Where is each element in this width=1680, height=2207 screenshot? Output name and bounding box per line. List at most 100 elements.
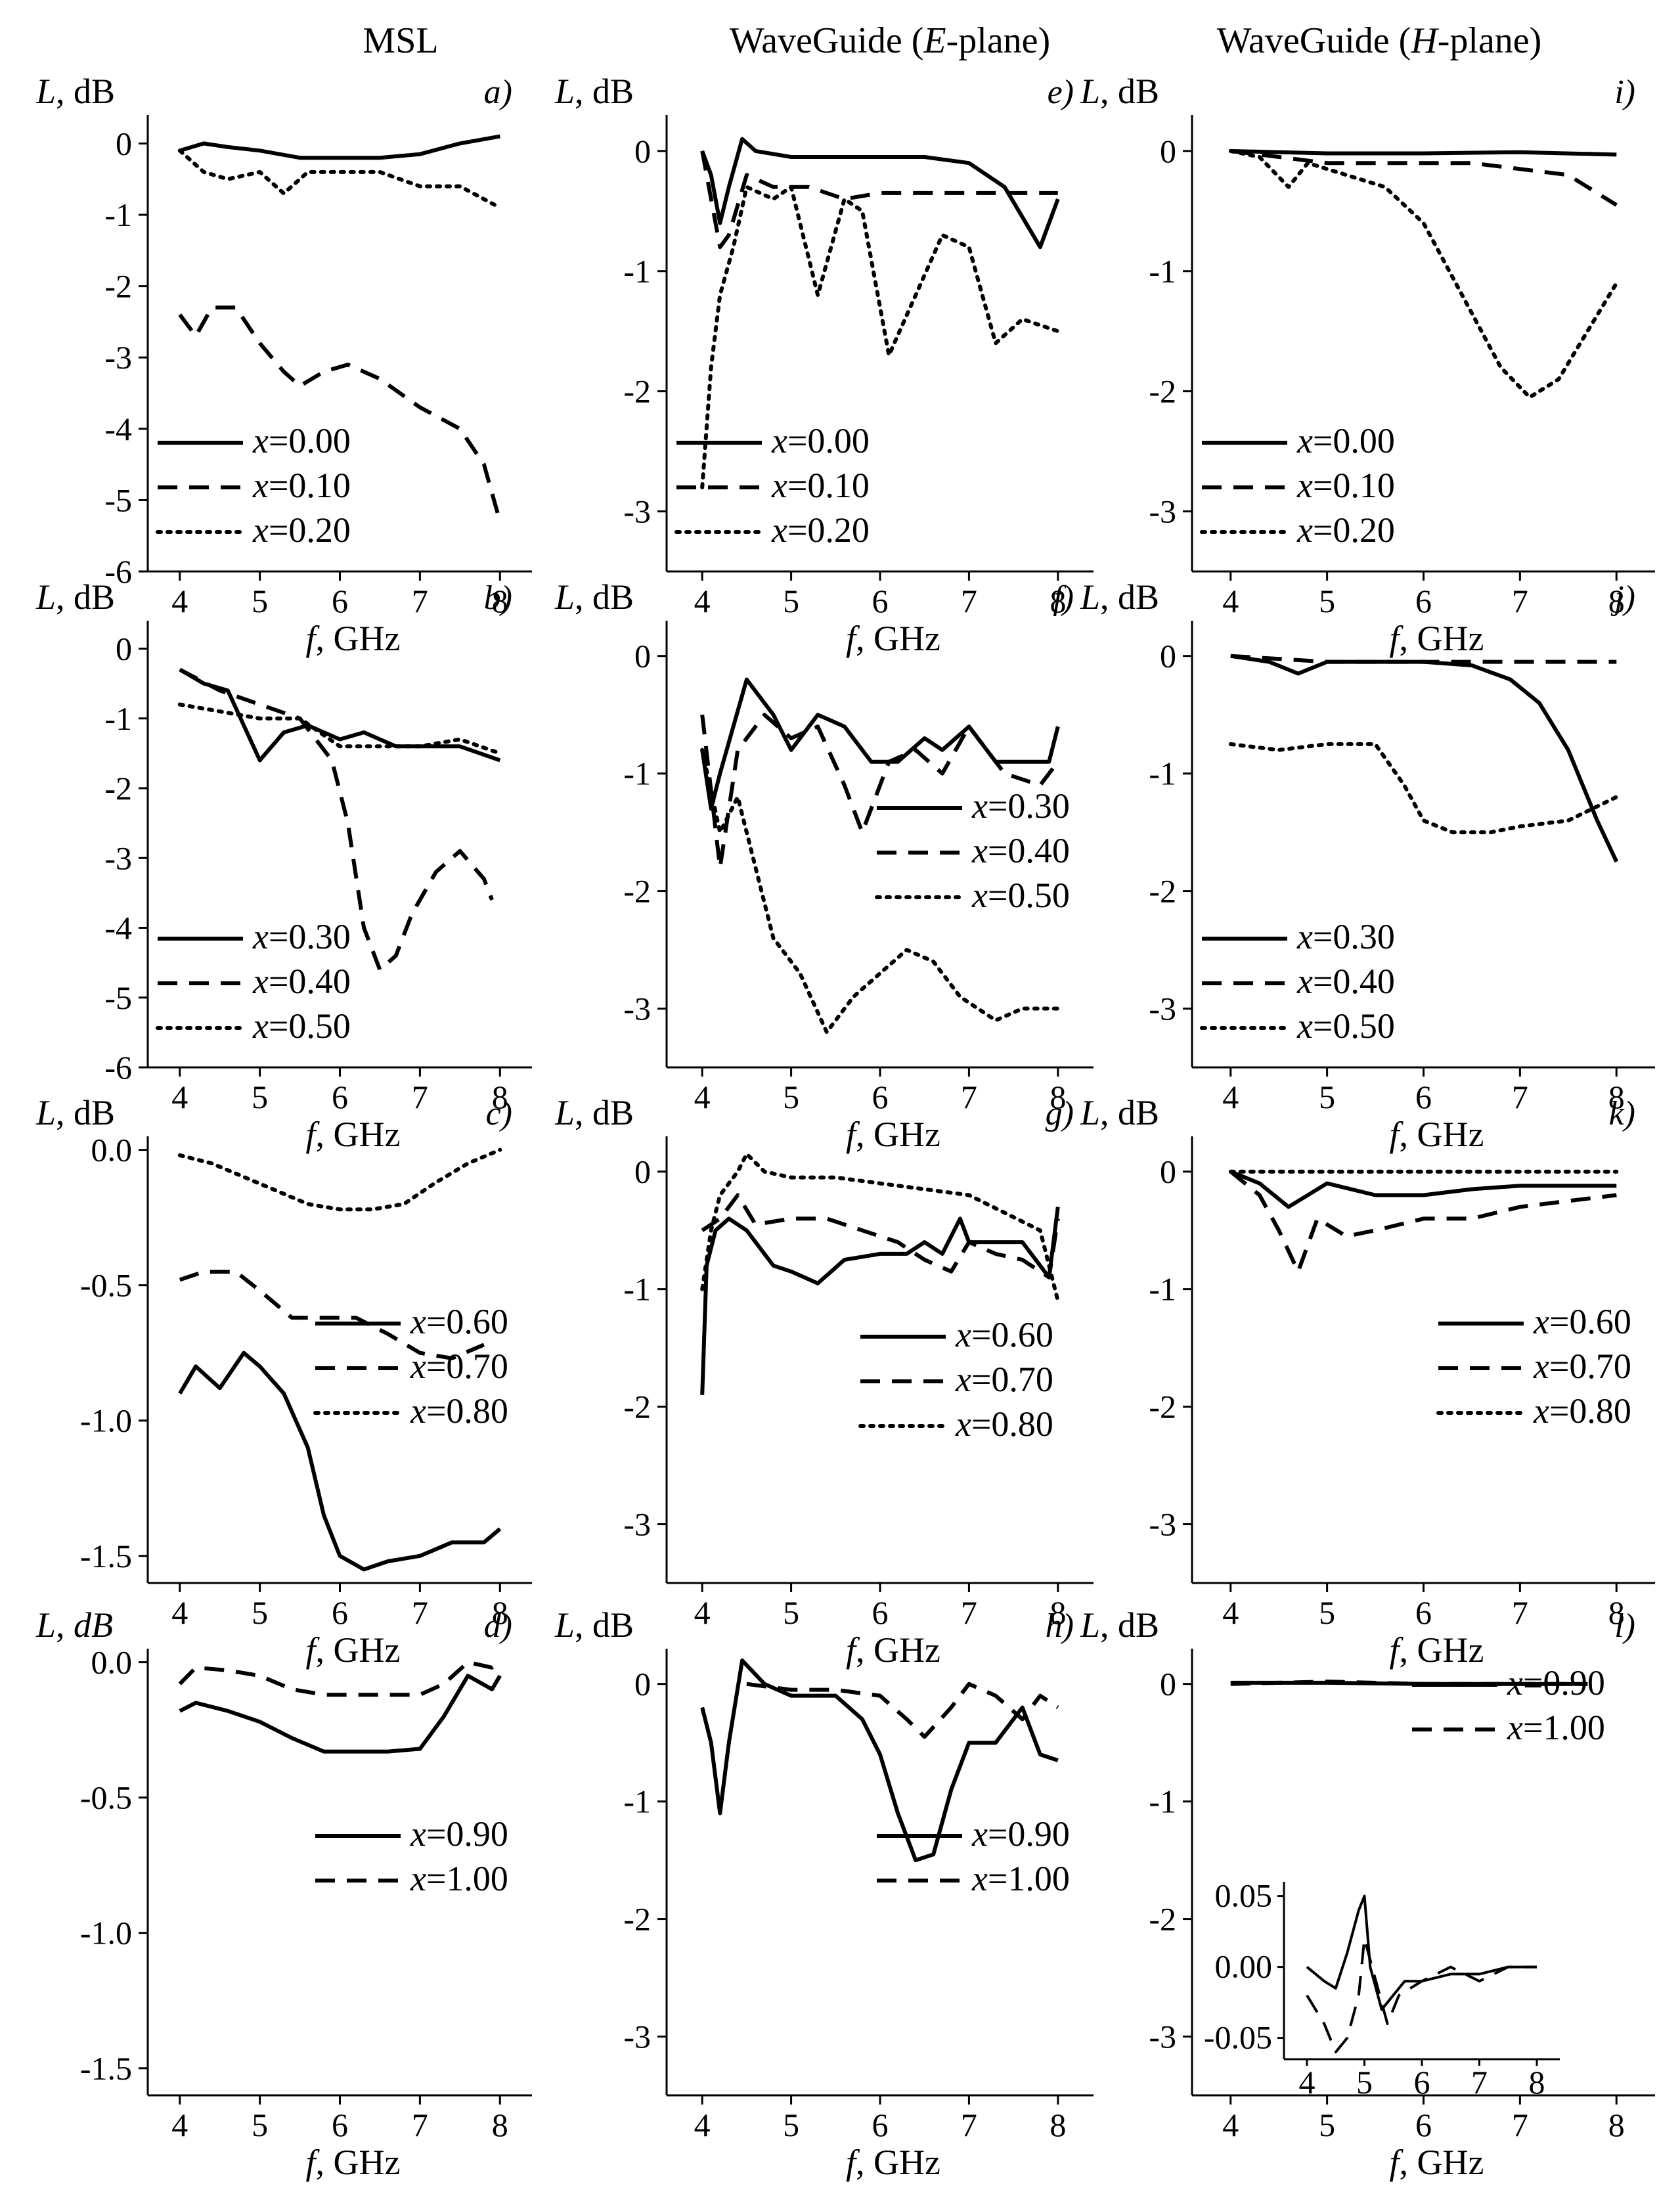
x-axis-title-a: f, GHz: [306, 619, 401, 658]
legend-label-g-1: x=0.70: [955, 1360, 1053, 1399]
y-tick-label-c-0: 0.0: [91, 1132, 133, 1169]
series-line-i-0: [1230, 148, 1617, 157]
x-axis-title-g: f, GHz: [846, 1630, 940, 1670]
legend-value-b-2: =0.50: [269, 1006, 351, 1046]
y-tick-label-d-3: -1.5: [80, 2050, 132, 2087]
legend-value-j-1: =0.40: [1313, 962, 1395, 1001]
y-tick-label-i-1: -1: [1149, 253, 1176, 290]
legend-var-a-0: x: [252, 421, 269, 460]
y-tick-label-l-1: -1: [1149, 1783, 1176, 1820]
y-axis-title-a-part-1: , dB: [56, 72, 115, 111]
x-axis-title-c-part-1: , GHz: [316, 1630, 401, 1670]
column-header-3-part-2: -plane): [1438, 20, 1542, 61]
legend-value-j-0: =0.30: [1313, 917, 1395, 956]
y-tick-label-i-2: -2: [1149, 373, 1176, 410]
legend-var-b-2: x: [252, 1006, 269, 1046]
legend-var-d-0: x: [410, 1814, 426, 1854]
x-tick-label-j-4: 8: [1608, 1079, 1625, 1115]
y-axis-title-h-part-1: , dB: [575, 1605, 634, 1645]
x-tick-label-d-2: 6: [332, 2107, 348, 2143]
legend-value-h-0: =0.90: [988, 1814, 1070, 1854]
y-tick-label-a-0: 0: [116, 125, 132, 162]
y-axis-title-c-part-1: , dB: [56, 1093, 115, 1132]
x-tick-label-f-1: 5: [783, 1079, 799, 1115]
inset-y-tick-label-2: -0.05: [1204, 2019, 1272, 2056]
x-tick-label-c-1: 5: [252, 1594, 268, 1631]
legend-var-d-1: x: [410, 1859, 426, 1898]
legend-label-i-0: x=0.00: [1296, 421, 1395, 460]
series-line-e-2: [700, 185, 1060, 489]
y-axis-title-d: L, dB: [35, 1605, 113, 1645]
legend-var-e-0: x: [771, 421, 787, 460]
inset-x-tick-label-3: 7: [1471, 2064, 1488, 2101]
y-tick-label-k-2: -2: [1149, 1389, 1176, 1425]
y-axis-title-g-part-1: , dB: [575, 1093, 634, 1132]
panel-e: 4 5 6 7 80-1-2-3L, dBf, GHze)x=0.00x=0.10x=0…: [554, 72, 1094, 658]
legend-label-l-1: x=1.00: [1507, 1708, 1605, 1747]
x-tick-label-h-0: 4: [694, 2107, 711, 2143]
panel-f: 4 5 6 7 80-1-2-3L, dBf, GHzf)x=0.30x=0.40x=0…: [554, 577, 1094, 1154]
legend-value-l-1: =1.00: [1523, 1708, 1605, 1747]
legend-label-d-0: x=0.90: [410, 1814, 508, 1854]
x-tick-label-k-4: 8: [1608, 1594, 1625, 1631]
legend-var-b-0: x: [252, 917, 269, 956]
x-axis-title-a-part-1: , GHz: [316, 619, 401, 658]
panel-j: 4 5 6 7 80-1-2-3L, dBf, GHzj)x=0.30x=0.40x=0…: [1080, 577, 1655, 1154]
legend-value-c-2: =0.80: [426, 1391, 508, 1431]
y-tick-label-k-0: 0: [1160, 1153, 1176, 1190]
column-header-2-part-2: -plane): [946, 20, 1051, 61]
x-tick-label-i-3: 7: [1512, 583, 1528, 619]
legend-label-g-0: x=0.60: [955, 1315, 1053, 1354]
y-axis-title-a-part-0: L: [35, 72, 56, 111]
inset-x-tick-label-1: 5: [1356, 2064, 1373, 2101]
series-line-j-2: [1228, 742, 1619, 835]
inset-series-line-1: [1306, 1937, 1537, 2054]
legend-value-e-0: =0.00: [787, 421, 870, 460]
y-tick-label-j-3: -3: [1149, 991, 1176, 1027]
x-tick-label-g-3: 7: [961, 1594, 977, 1631]
x-tick-label-l-1: 5: [1319, 2107, 1335, 2143]
y-axis-title-g: L, dB: [554, 1093, 634, 1132]
panel-g: 4 5 6 7 80-1-2-3L, dBf, GHzg)x=0.60x=0.70x=0…: [554, 1093, 1094, 1670]
legend-label-k-0: x=0.60: [1533, 1302, 1631, 1341]
legend-var-e-2: x: [771, 510, 787, 550]
x-tick-label-k-0: 4: [1222, 1594, 1239, 1631]
x-axis-title-e-part-1: , GHz: [856, 619, 940, 658]
legend-var-c-2: x: [410, 1391, 426, 1431]
legend-var-h-1: x: [971, 1859, 988, 1898]
legend-label-h-0: x=0.90: [971, 1814, 1070, 1854]
x-axis-title-l: f, GHz: [1390, 2143, 1484, 2182]
legend-value-f-1: =0.40: [988, 831, 1070, 870]
y-tick-label-f-1: -1: [623, 755, 651, 792]
series-line-f-1: [700, 713, 1060, 870]
x-tick-label-c-4: 8: [492, 1594, 508, 1631]
legend-var-j-2: x: [1296, 1006, 1313, 1046]
y-tick-label-h-1: -1: [623, 1783, 651, 1820]
legend-value-h-1: =1.00: [988, 1859, 1070, 1898]
inset-l: 4 5 6 7 8 0.05 0.00 -0.05: [1204, 1877, 1560, 2101]
y-tick-label-e-0: 0: [634, 133, 651, 169]
series-line-i-2: [1228, 148, 1619, 399]
legend-value-g-1: =0.70: [971, 1360, 1053, 1399]
legend-label-h-1: x=1.00: [971, 1859, 1070, 1898]
y-tick-label-e-1: -1: [623, 253, 651, 290]
x-tick-label-f-4: 8: [1050, 1079, 1066, 1115]
legend-label-f-2: x=0.50: [971, 876, 1070, 915]
legend-var-g-0: x: [955, 1315, 971, 1354]
panel-tag-l: l): [1614, 1607, 1635, 1645]
x-tick-label-a-4: 8: [492, 583, 508, 619]
x-tick-label-j-2: 6: [1415, 1079, 1432, 1115]
x-axis-title-h-part-1: , GHz: [856, 2143, 940, 2182]
series-line-f-0: [700, 677, 1060, 811]
x-tick-label-d-1: 5: [252, 2107, 268, 2143]
x-axis-title-e: f, GHz: [846, 619, 940, 658]
x-tick-label-e-0: 4: [694, 583, 711, 619]
y-tick-label-c-1: -0.5: [80, 1267, 132, 1304]
x-tick-label-e-4: 8: [1050, 583, 1066, 619]
legend-value-j-2: =0.50: [1313, 1006, 1395, 1046]
y-axis-title-j-part-1: , dB: [1100, 577, 1159, 617]
x-axis-title-b-part-1: , GHz: [316, 1115, 401, 1154]
panel-tag-h: h): [1046, 1607, 1074, 1645]
series-line-f-2: [700, 747, 1060, 1035]
